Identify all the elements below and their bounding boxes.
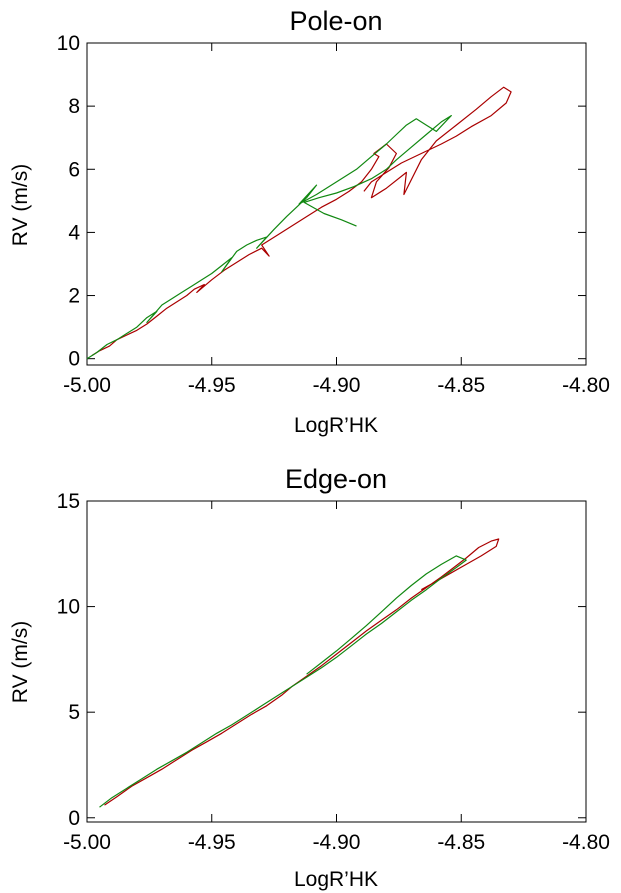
x-tick-label: -5.00 xyxy=(63,374,111,397)
series-line-0 xyxy=(91,86,512,357)
y-tick-label: 4 xyxy=(68,221,80,244)
y-tick-label: 15 xyxy=(57,490,80,513)
y-tick-label: 10 xyxy=(57,32,80,55)
tick-layer: -5.00 -4.95 -4.90 -4.85 -4.80 0 2 4 6 8 10 xyxy=(57,32,610,397)
pole-on-panel: Pole-on -5.00 -4.95 -4.90 -4.85 -4.80 0 2 4 6 8 10… xyxy=(9,6,610,437)
x-tick-label: -4.90 xyxy=(313,374,361,397)
y-tick-label: 0 xyxy=(68,348,80,371)
x-tick-label: -5.00 xyxy=(63,831,111,854)
x-tick-label: -4.95 xyxy=(188,374,236,397)
y-axis-label: RV (m/s) xyxy=(9,621,32,703)
x-tick-label: -4.85 xyxy=(437,374,485,397)
edge-on-panel: Edge-on -5.00 -4.95 -4.90 -4.85 -4.80051015 … xyxy=(9,464,610,891)
chart-title: Edge-on xyxy=(285,464,387,494)
plot-frame xyxy=(86,500,587,823)
series-layer xyxy=(99,538,500,808)
x-axis-label: LogR’HK xyxy=(294,414,378,437)
y-tick-label: 5 xyxy=(68,701,80,724)
y-tick-label: 0 xyxy=(68,807,80,830)
x-tick-label: -4.95 xyxy=(188,831,236,854)
tick-layer: -5.00 -4.95 -4.90 -4.85 -4.80 0 5 10 15 xyxy=(57,490,610,854)
series-line-1 xyxy=(99,555,467,808)
series-layer xyxy=(86,86,512,360)
y-tick-label: 6 xyxy=(68,158,80,181)
series-line-1 xyxy=(86,114,452,360)
x-tick-label: -4.90 xyxy=(313,831,361,854)
y-tick-label: 2 xyxy=(68,285,80,308)
x-tick-label: -4.80 xyxy=(562,831,610,854)
y-tick-label: 8 xyxy=(68,95,80,118)
x-tick-label: -4.80 xyxy=(562,374,610,397)
chart-title: Pole-on xyxy=(289,6,382,36)
series-line-0 xyxy=(104,538,500,806)
y-axis-label: RV (m/s) xyxy=(9,164,32,246)
x-tick-label: -4.85 xyxy=(437,831,485,854)
x-axis-label: LogR’HK xyxy=(294,868,378,891)
y-tick-label: 10 xyxy=(57,596,80,619)
